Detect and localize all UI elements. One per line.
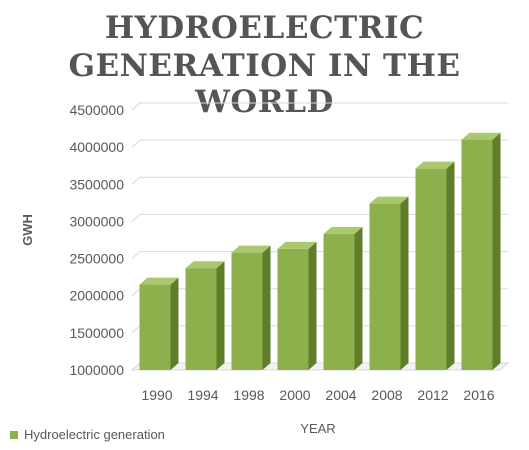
gridline-side [131, 139, 141, 148]
x-tick-label: 2016 [463, 387, 494, 403]
y-tick-label: 3500000 [69, 176, 124, 192]
bar-side [400, 196, 409, 370]
gridline-side [131, 214, 141, 222]
y-tick-label: 4000000 [69, 139, 124, 155]
bar-side [446, 161, 455, 370]
bar [277, 248, 309, 370]
legend-swatch [10, 430, 18, 439]
bar-top [369, 196, 409, 204]
gridline-side [131, 176, 141, 185]
bar-top [323, 227, 363, 235]
bar-top [461, 132, 501, 140]
x-tick-label: 2012 [417, 387, 448, 403]
bar [415, 168, 447, 370]
x-tick-label: 1994 [187, 387, 218, 403]
bar-side [262, 245, 271, 370]
y-tick-label: 3000000 [69, 213, 124, 229]
y-tick-label: 1500000 [69, 325, 124, 341]
bar [185, 268, 217, 370]
x-tick-label: 1998 [233, 387, 264, 403]
gridline-side [131, 251, 141, 259]
legend: Hydroelectric generation [10, 427, 165, 442]
bar [369, 203, 401, 370]
gridline-side [131, 102, 141, 111]
bar-side [354, 227, 363, 370]
bar-top [277, 241, 317, 249]
gridline-side [131, 325, 141, 334]
bar-side [170, 277, 179, 370]
y-tick-label: 2000000 [69, 288, 124, 304]
bar [461, 139, 493, 370]
chart-title-line-2: GENERATION IN THE WORLD [68, 48, 461, 120]
y-axis-label: GWH [20, 214, 35, 246]
bar-top [139, 277, 179, 285]
legend-label: Hydroelectric generation [24, 427, 165, 442]
chart-title-line-1: HYDROELECTRIC [104, 10, 425, 46]
bar-side [216, 261, 225, 370]
x-tick-label: 2004 [325, 387, 356, 403]
y-tick-label: 4500000 [69, 102, 124, 118]
y-tick-label: 2500000 [69, 251, 124, 267]
y-tick-label: 1000000 [69, 362, 124, 378]
bar [323, 234, 355, 370]
x-tick-label: 2000 [279, 387, 310, 403]
bar-top [415, 161, 455, 169]
x-tick-label: 2008 [371, 387, 402, 403]
bar-top [185, 261, 225, 269]
bar-top [231, 245, 271, 253]
x-tick-label: 1990 [141, 387, 172, 403]
bar [231, 252, 263, 370]
bar [139, 284, 171, 370]
bar-side [492, 132, 501, 370]
gridline-side [131, 288, 141, 297]
x-axis-label: YEAR [300, 421, 335, 436]
bar-side [308, 241, 317, 370]
